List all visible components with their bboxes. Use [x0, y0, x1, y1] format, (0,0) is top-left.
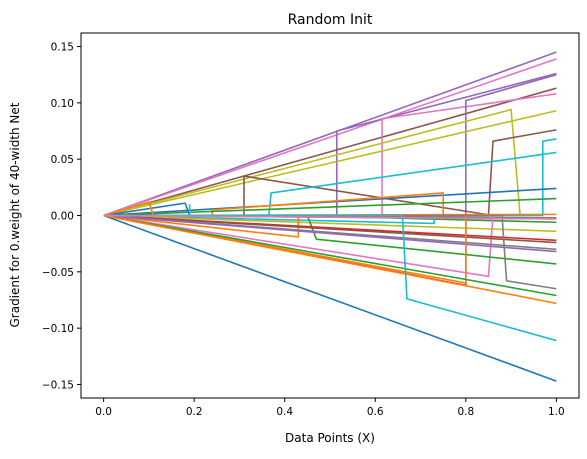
series-line-2: [103, 58, 557, 217]
y-tick-label: −0.15: [42, 379, 74, 391]
series-line-4: [103, 87, 557, 217]
chart-title: Random Init: [288, 12, 373, 28]
y-axis-label: Gradient for 0.weight of 40-width Net: [8, 102, 22, 327]
series-layer: [103, 51, 557, 382]
series-line-33: [103, 214, 557, 297]
x-tick-label: 0.6: [367, 406, 384, 418]
plot-frame: [80, 32, 580, 399]
series-line-15: [103, 197, 557, 217]
series-line-37: [103, 214, 557, 220]
x-axis-label: Data Points (X): [285, 431, 375, 445]
y-tick-label: 0.15: [51, 42, 74, 54]
x-tick-label: 0.8: [457, 406, 474, 418]
x-tick-label: 1.0: [548, 406, 565, 418]
y-tick-label: −0.10: [42, 323, 74, 335]
series-line-6: [103, 73, 557, 217]
y-tick-label: 0.10: [51, 98, 74, 110]
y-tick-label: 0.00: [51, 211, 74, 223]
series-line-28: [103, 214, 557, 244]
x-tick-label: 0.2: [186, 406, 203, 418]
series-line-35: [103, 214, 557, 305]
series-line-32: [103, 214, 467, 284]
tick-layer: 0.0 0.2 0.4 0.6 0.8 1.0 0.15 0.10 0.05 0.00 −0.05 −…: [42, 42, 565, 418]
y-tick-label: 0.05: [51, 154, 74, 166]
series-line-25: [103, 214, 494, 278]
series-line-7: [103, 109, 557, 217]
series-line-23: [103, 214, 557, 233]
series-line-16: [103, 202, 191, 217]
series-line-30: [103, 214, 557, 253]
series-line-24: [103, 214, 300, 238]
y-tick-label: −0.05: [42, 267, 74, 279]
series-line-36: [103, 214, 557, 342]
series-line-1: [103, 51, 557, 217]
x-tick-label: 0.0: [95, 406, 112, 418]
x-tick-label: 0.4: [276, 406, 293, 418]
series-line-8: [103, 108, 521, 217]
series-line-0: [103, 214, 557, 382]
